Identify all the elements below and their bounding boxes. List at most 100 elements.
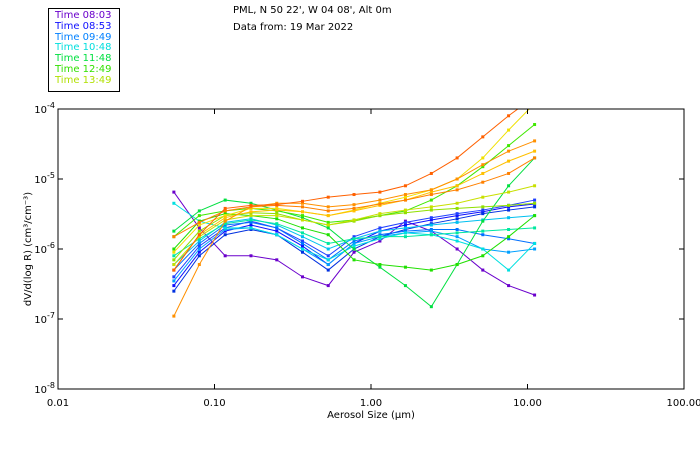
- data-point: [455, 231, 459, 235]
- data-point: [429, 205, 433, 209]
- data-point: [481, 210, 485, 214]
- data-point: [352, 247, 356, 251]
- data-point: [300, 214, 304, 218]
- data-point: [223, 233, 227, 237]
- data-point: [249, 226, 253, 230]
- data-point: [352, 209, 356, 213]
- x-tick-label: 10.00: [513, 398, 542, 409]
- legend-entry: Time 08:03: [55, 10, 112, 21]
- data-point: [223, 198, 227, 202]
- data-point: [378, 237, 382, 241]
- data-point: [429, 223, 433, 227]
- data-point: [326, 263, 330, 267]
- data-point: [455, 239, 459, 243]
- data-point: [300, 201, 304, 205]
- data-point: [403, 231, 407, 235]
- data-point: [197, 263, 201, 267]
- data-point: [172, 284, 176, 288]
- y-axis-label: dV/d(log R) (cm³/cm⁻³): [23, 192, 34, 306]
- y-tick-label: 10-5: [34, 171, 55, 186]
- data-point: [455, 184, 459, 188]
- data-point: [172, 229, 176, 233]
- data-point: [403, 223, 407, 227]
- data-point: [429, 305, 433, 309]
- data-point: [507, 159, 511, 163]
- data-point: [172, 190, 176, 194]
- data-point: [378, 229, 382, 233]
- data-point: [197, 214, 201, 218]
- data-point: [352, 239, 356, 243]
- date-subtitle: Data from: 19 Mar 2022: [233, 22, 354, 33]
- data-point: [481, 163, 485, 167]
- data-point: [197, 247, 201, 251]
- data-point: [197, 233, 201, 237]
- data-point: [300, 231, 304, 235]
- data-point: [378, 226, 382, 230]
- x-tick-label: 0.10: [203, 398, 225, 409]
- data-point: [249, 254, 253, 258]
- data-point: [533, 214, 537, 218]
- data-point: [507, 144, 511, 148]
- data-point: [172, 201, 176, 205]
- data-point: [275, 217, 279, 221]
- data-point: [352, 218, 356, 222]
- data-point: [403, 265, 407, 269]
- data-point: [223, 229, 227, 233]
- data-point: [507, 128, 511, 132]
- data-point: [352, 244, 356, 248]
- data-point: [223, 209, 227, 213]
- data-point: [197, 239, 201, 243]
- data-point: [275, 203, 279, 207]
- data-point: [326, 284, 330, 288]
- data-point: [455, 177, 459, 181]
- data-point: [429, 171, 433, 175]
- data-point: [172, 314, 176, 318]
- data-point: [533, 149, 537, 153]
- data-point: [481, 233, 485, 237]
- data-point: [326, 195, 330, 199]
- data-point: [533, 156, 537, 160]
- data-point: [300, 250, 304, 254]
- data-point: [507, 227, 511, 231]
- legend-entry: Time 10:48: [55, 42, 112, 54]
- data-point: [455, 212, 459, 216]
- data-point: [455, 247, 459, 251]
- data-point: [455, 201, 459, 205]
- data-point: [507, 216, 511, 220]
- y-tick-label: 10-4: [34, 101, 55, 116]
- data-point: [533, 184, 537, 188]
- data-point: [300, 199, 304, 203]
- data-point: [507, 149, 511, 153]
- data-point: [197, 226, 201, 230]
- data-point: [507, 235, 511, 239]
- data-point: [481, 156, 485, 160]
- data-point: [223, 222, 227, 226]
- data-point: [352, 258, 356, 262]
- data-point: [352, 206, 356, 210]
- data-point: [481, 208, 485, 212]
- data-point: [275, 229, 279, 233]
- data-point: [223, 254, 227, 258]
- data-point: [197, 223, 201, 227]
- data-point: [378, 198, 382, 202]
- data-point: [429, 233, 433, 237]
- data-point: [507, 250, 511, 254]
- data-point: [275, 222, 279, 226]
- data-point: [533, 205, 537, 209]
- y-tick-label: 10-8: [34, 381, 55, 396]
- data-point: [429, 218, 433, 222]
- data-point: [172, 254, 176, 258]
- data-point: [378, 239, 382, 243]
- data-point: [429, 268, 433, 272]
- plot-frame: [57, 108, 685, 390]
- data-point: [249, 223, 253, 227]
- legend-entry: Time 09:49: [55, 31, 112, 43]
- data-point: [275, 206, 279, 210]
- data-point: [197, 244, 201, 248]
- data-point: [300, 226, 304, 230]
- data-point: [197, 220, 201, 224]
- data-point: [403, 195, 407, 199]
- data-point: [533, 201, 537, 205]
- data-point: [326, 241, 330, 245]
- data-point: [197, 254, 201, 258]
